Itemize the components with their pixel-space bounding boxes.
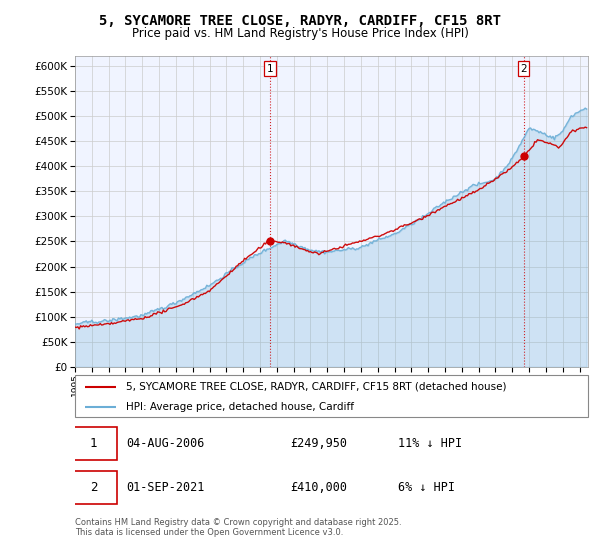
Text: £410,000: £410,000 [290, 480, 347, 493]
Text: 5, SYCAMORE TREE CLOSE, RADYR, CARDIFF, CF15 8RT (detached house): 5, SYCAMORE TREE CLOSE, RADYR, CARDIFF, … [127, 382, 507, 392]
Text: 04-AUG-2006: 04-AUG-2006 [127, 437, 205, 450]
Text: 2: 2 [90, 480, 97, 493]
FancyBboxPatch shape [70, 427, 117, 460]
Text: 2: 2 [520, 64, 527, 74]
Text: 11% ↓ HPI: 11% ↓ HPI [398, 437, 463, 450]
Text: Price paid vs. HM Land Registry's House Price Index (HPI): Price paid vs. HM Land Registry's House … [131, 27, 469, 40]
FancyBboxPatch shape [70, 470, 117, 503]
Text: Contains HM Land Registry data © Crown copyright and database right 2025.
This d: Contains HM Land Registry data © Crown c… [75, 518, 401, 538]
Text: 1: 1 [90, 437, 97, 450]
Text: 01-SEP-2021: 01-SEP-2021 [127, 480, 205, 493]
Text: £249,950: £249,950 [290, 437, 347, 450]
Text: 1: 1 [266, 64, 273, 74]
Text: 5, SYCAMORE TREE CLOSE, RADYR, CARDIFF, CF15 8RT: 5, SYCAMORE TREE CLOSE, RADYR, CARDIFF, … [99, 14, 501, 28]
Text: 6% ↓ HPI: 6% ↓ HPI [398, 480, 455, 493]
Text: HPI: Average price, detached house, Cardiff: HPI: Average price, detached house, Card… [127, 402, 354, 412]
